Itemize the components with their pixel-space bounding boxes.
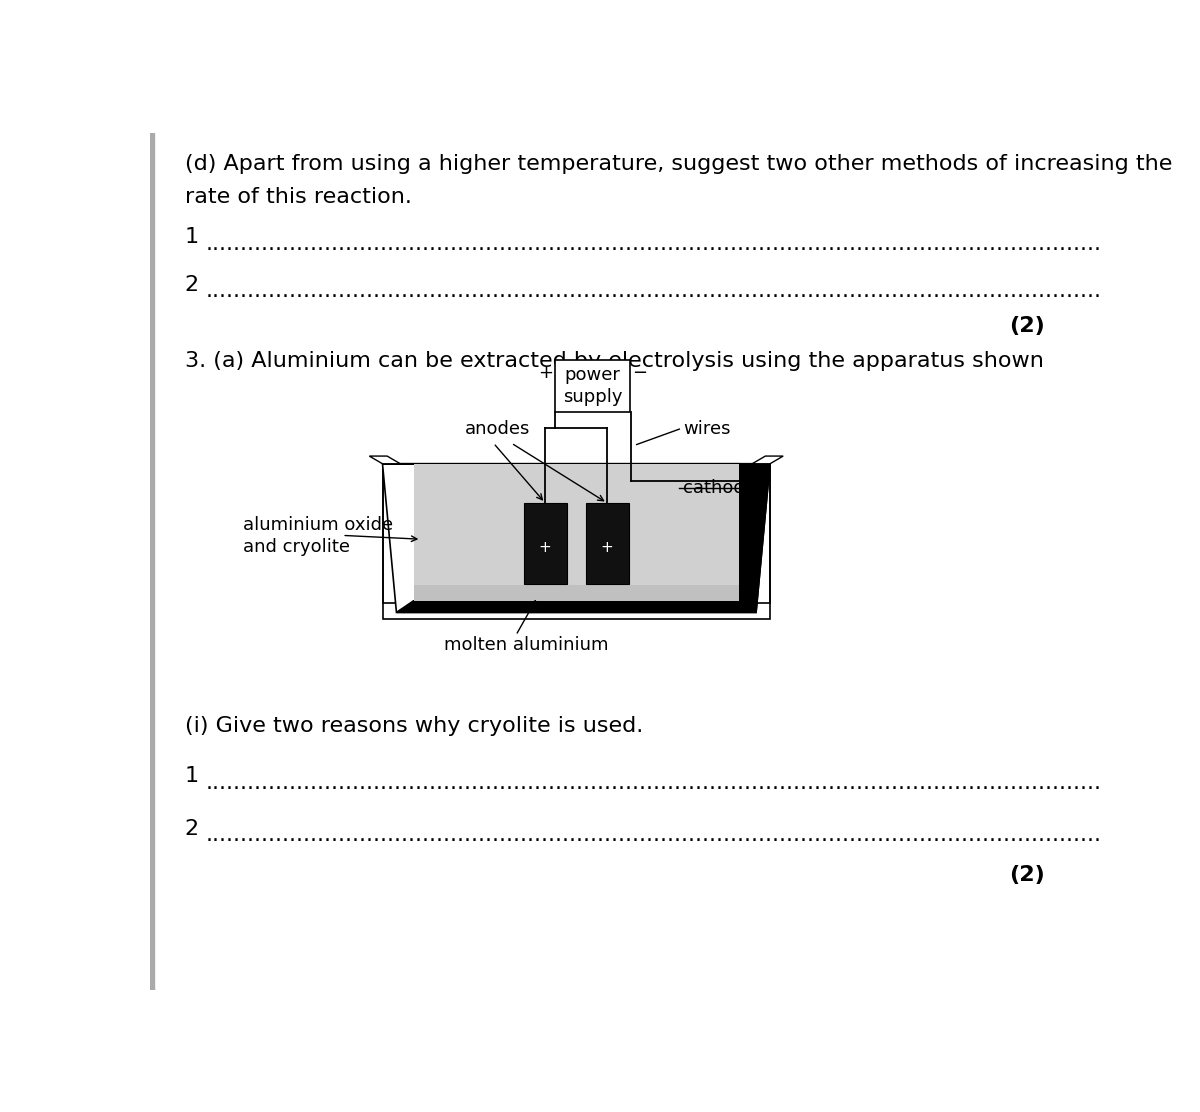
Polygon shape xyxy=(383,464,770,613)
Text: (d) Apart from using a higher temperature, suggest two other methods of increasi: (d) Apart from using a higher temperatur… xyxy=(185,155,1172,175)
Text: 1: 1 xyxy=(185,766,199,786)
Polygon shape xyxy=(383,464,770,613)
Text: (2): (2) xyxy=(1009,865,1045,885)
Text: molten aluminium: molten aluminium xyxy=(444,636,610,654)
Polygon shape xyxy=(370,456,401,464)
Polygon shape xyxy=(383,465,400,603)
Text: −: − xyxy=(632,364,647,381)
Text: (2): (2) xyxy=(1009,316,1045,336)
Text: 2: 2 xyxy=(185,275,199,295)
Bar xyxy=(150,133,155,990)
Text: wires: wires xyxy=(683,420,731,438)
Text: ................................................................................: ........................................… xyxy=(206,773,1102,793)
Text: ................................................................................: ........................................… xyxy=(206,281,1102,301)
Bar xyxy=(524,503,566,584)
Bar xyxy=(414,585,739,600)
Text: power
supply: power supply xyxy=(563,366,623,406)
Text: anodes: anodes xyxy=(464,420,530,438)
Bar xyxy=(383,465,770,618)
Bar xyxy=(586,503,629,584)
Text: rate of this reaction.: rate of this reaction. xyxy=(185,187,412,207)
Text: +: + xyxy=(601,540,613,555)
Bar xyxy=(554,360,630,413)
Text: 1: 1 xyxy=(185,227,199,247)
Polygon shape xyxy=(414,464,739,600)
Text: (i) Give two reasons why cryolite is used.: (i) Give two reasons why cryolite is use… xyxy=(185,716,643,736)
Text: +: + xyxy=(539,540,552,555)
Text: aluminium oxide: aluminium oxide xyxy=(242,516,394,535)
Text: ................................................................................: ........................................… xyxy=(206,234,1102,254)
Polygon shape xyxy=(752,465,770,603)
Text: +: + xyxy=(538,364,553,381)
Text: ................................................................................: ........................................… xyxy=(206,825,1102,845)
Text: 2: 2 xyxy=(185,818,199,838)
Text: 3. (a) Aluminium can be extracted by electrolysis using the apparatus shown: 3. (a) Aluminium can be extracted by ele… xyxy=(185,350,1044,370)
Text: and cryolite: and cryolite xyxy=(242,538,350,556)
Polygon shape xyxy=(752,456,784,464)
Text: cathode: cathode xyxy=(683,478,756,497)
